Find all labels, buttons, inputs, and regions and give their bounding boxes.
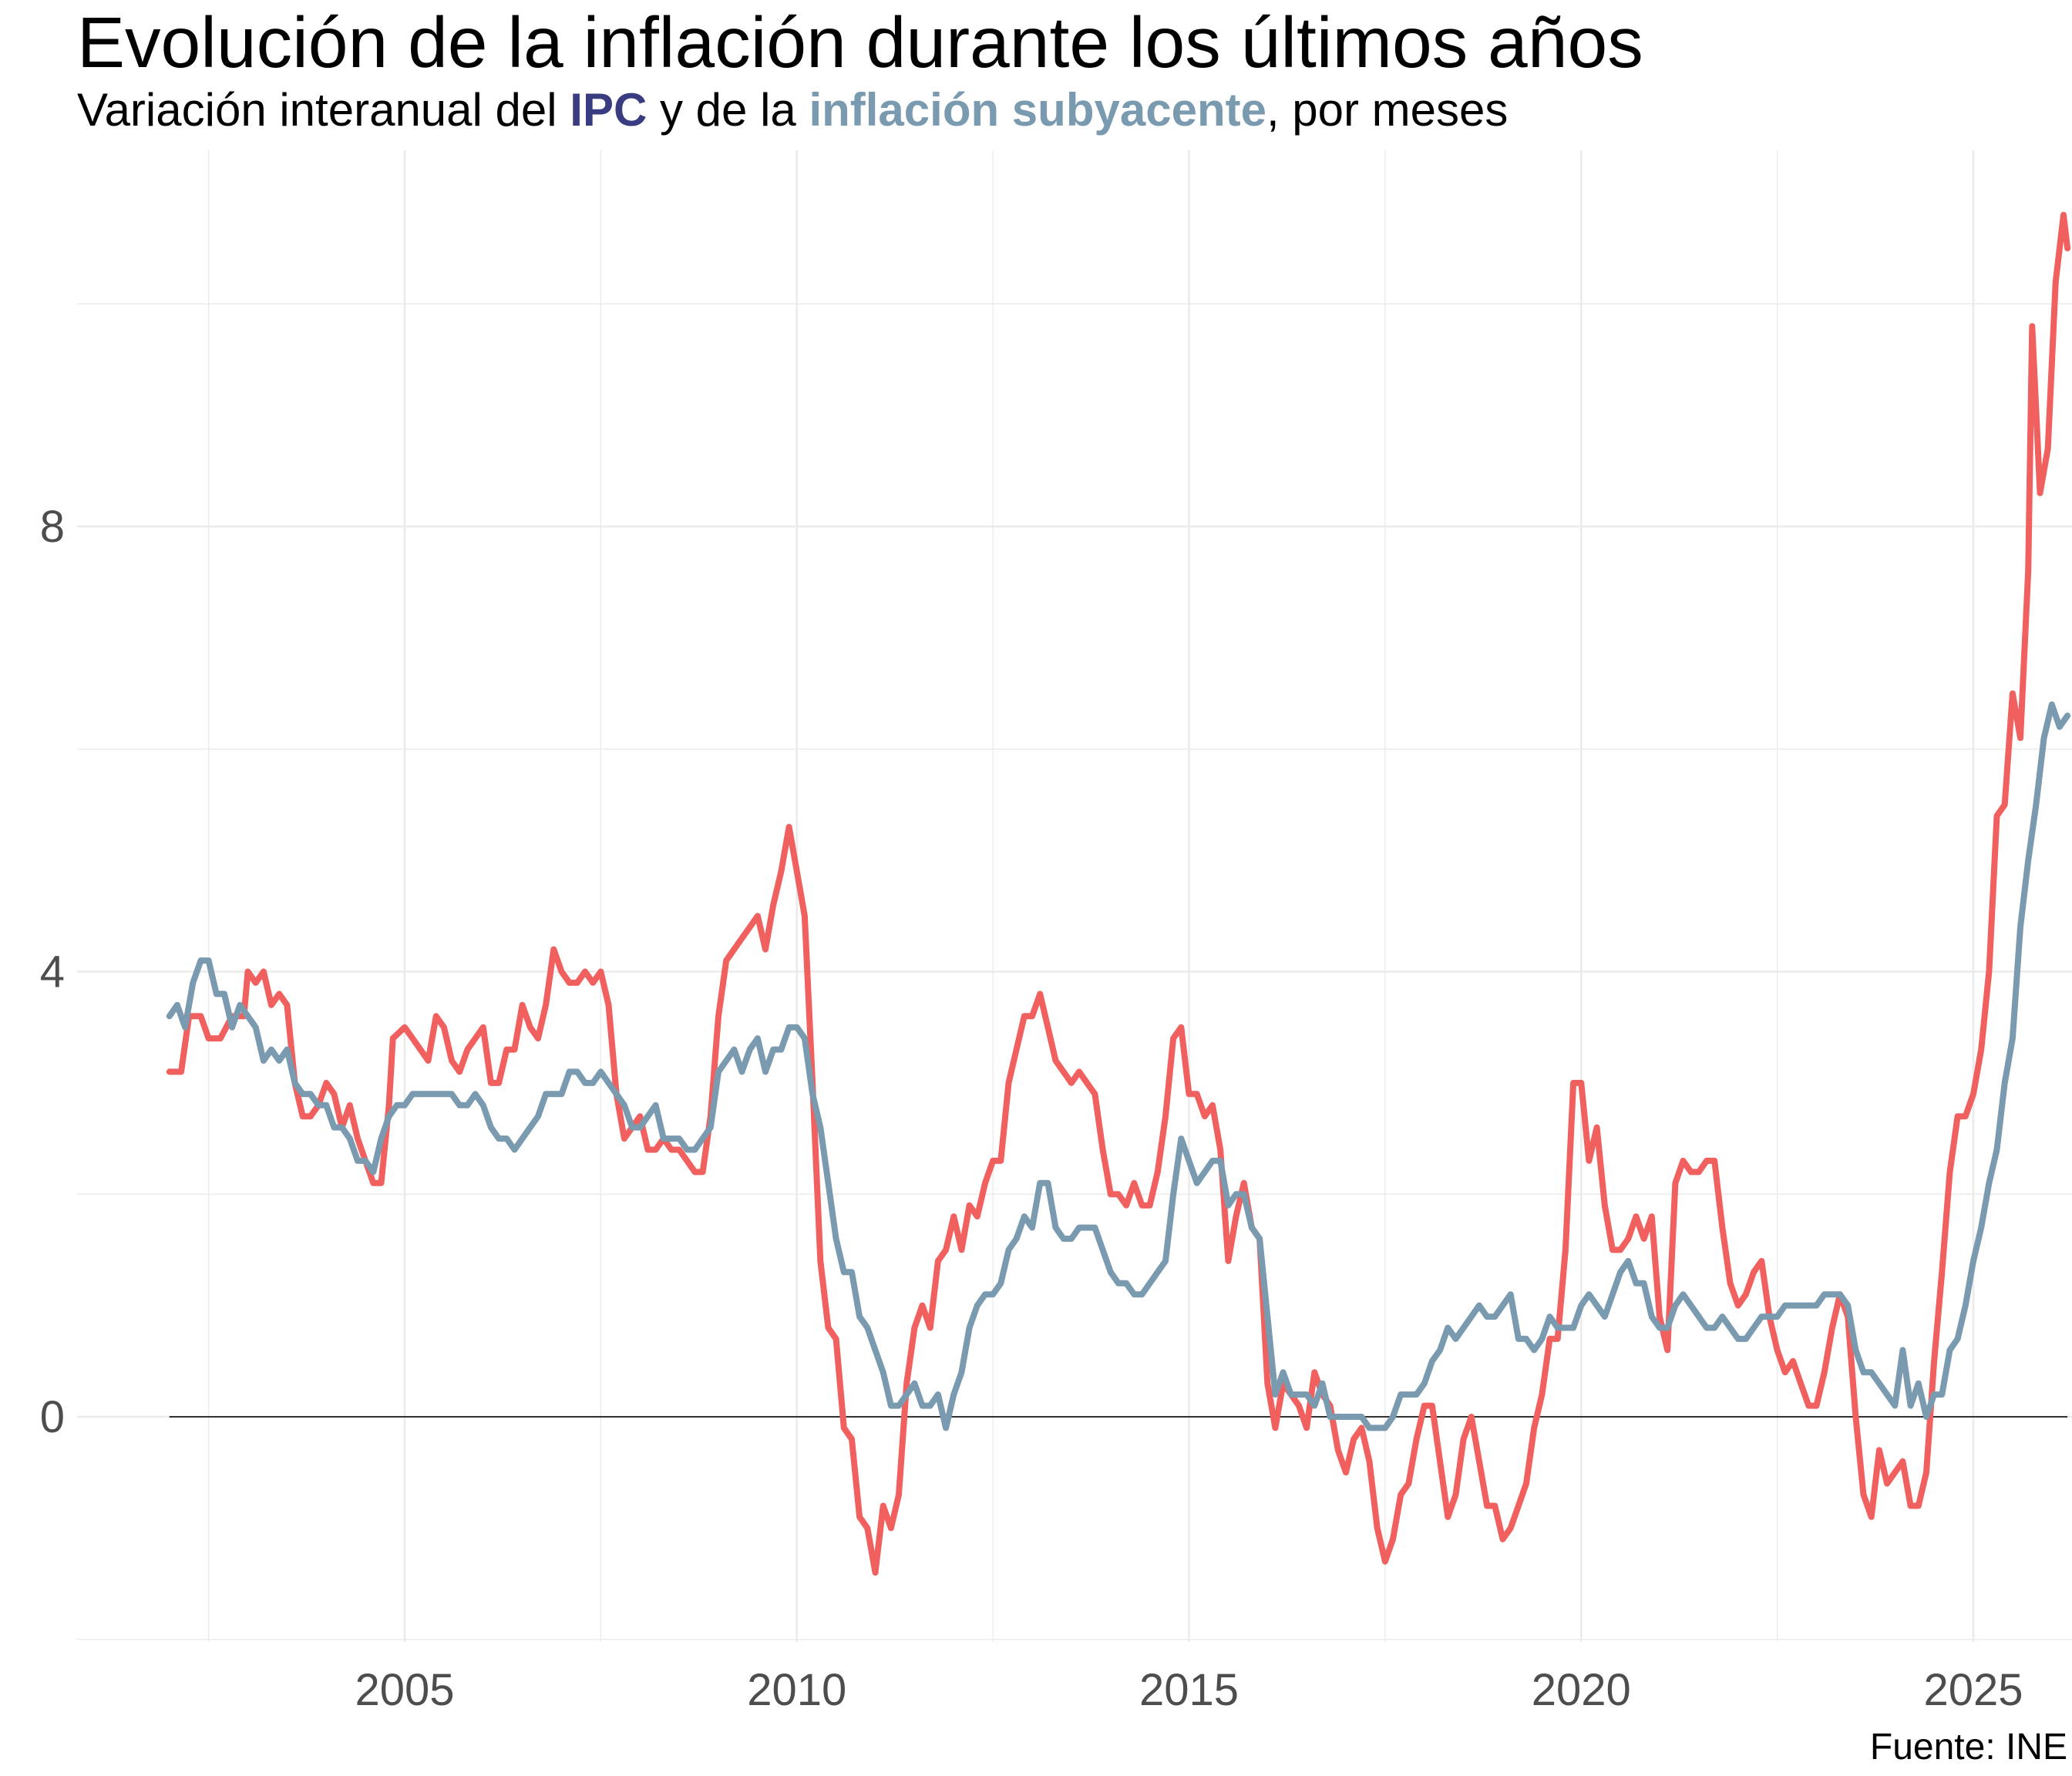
y-tick-label: 0 [40, 1392, 65, 1442]
chart-title: Evolución de la inflación durante los úl… [77, 2, 1643, 82]
x-tick-label: 2015 [1139, 1665, 1239, 1715]
data-series [166, 211, 2071, 1576]
source-caption: Fuente: INE [1869, 1727, 2067, 1768]
subtitle-text-3: , por meses [1266, 84, 1509, 136]
subtitle-ipc-label: IPC [570, 84, 648, 136]
subtitle-subyacente-label: inflación subyacente [809, 84, 1266, 136]
y-tick-label: 4 [40, 947, 65, 997]
x-tick-label: 2010 [747, 1665, 846, 1715]
series-line-subyacente [166, 701, 2071, 1431]
grid-lines [77, 150, 2072, 1642]
series-line-ipc [166, 211, 2071, 1576]
axis-tick-labels: 2005 2010 2015 2020 2025 0 4 8 [40, 502, 2023, 1715]
subtitle-text-1: Variación interanual del [77, 84, 570, 136]
chart-subtitle: Variación interanual del IPC y de la inf… [77, 83, 1508, 136]
x-tick-label: 2005 [355, 1665, 454, 1715]
x-tick-label: 2020 [1532, 1665, 1631, 1715]
x-tick-label: 2025 [1923, 1665, 2023, 1715]
subtitle-text-2: y de la [647, 84, 809, 136]
y-tick-label: 8 [40, 502, 65, 552]
